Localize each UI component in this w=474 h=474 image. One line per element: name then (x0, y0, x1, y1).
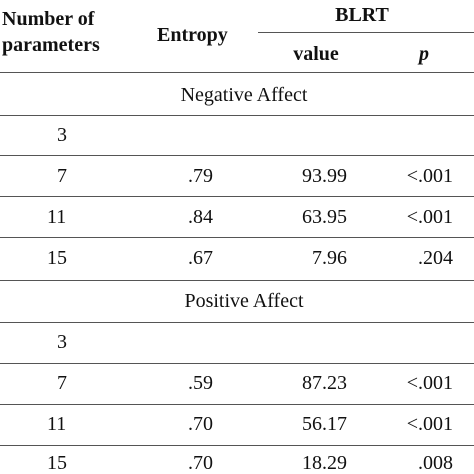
rule (0, 363, 474, 364)
cell-params: 7 (57, 165, 67, 187)
rule (0, 155, 474, 156)
rule (0, 72, 474, 73)
cell-params: 11 (47, 413, 67, 435)
cell-entropy: .70 (188, 452, 213, 474)
cell-params: 11 (47, 206, 67, 228)
header-parameters: parameters (2, 34, 100, 56)
cell-entropy: .67 (188, 247, 213, 269)
cell-params: 7 (57, 372, 67, 394)
rule (0, 196, 474, 197)
rule (0, 280, 474, 281)
cell-params: 3 (57, 331, 67, 353)
cell-entropy: .70 (188, 413, 213, 435)
cell-entropy: .84 (188, 206, 213, 228)
cell-value: 7.96 (312, 247, 347, 269)
cell-p: <.001 (406, 206, 453, 228)
header-p: p (419, 43, 429, 65)
cell-value: 93.99 (302, 165, 347, 187)
cell-value: 63.95 (302, 206, 347, 228)
header-blrt: BLRT (335, 4, 389, 26)
cell-p: <.001 (406, 165, 453, 187)
cell-entropy: .59 (188, 372, 213, 394)
rule (0, 237, 474, 238)
cell-entropy: .79 (188, 165, 213, 187)
cell-value: 87.23 (302, 372, 347, 394)
header-number-of: Number of (2, 8, 95, 30)
cell-value: 18.29 (302, 452, 347, 474)
rule (0, 322, 474, 323)
section-title-positive-affect: Positive Affect (184, 290, 304, 312)
cell-p: <.001 (406, 372, 453, 394)
cell-params: 15 (47, 452, 67, 474)
cell-params: 3 (57, 124, 67, 146)
blrt-underline (258, 32, 474, 33)
section-title-negative-affect: Negative Affect (180, 84, 308, 106)
cell-params: 15 (47, 247, 67, 269)
cell-p: .008 (418, 452, 453, 474)
cell-p: <.001 (406, 413, 453, 435)
rule (0, 445, 474, 446)
header-entropy: Entropy (157, 24, 228, 46)
cell-value: 56.17 (302, 413, 347, 435)
header-value: value (293, 43, 339, 65)
rule (0, 115, 474, 116)
rule (0, 404, 474, 405)
cell-p: .204 (418, 247, 453, 269)
